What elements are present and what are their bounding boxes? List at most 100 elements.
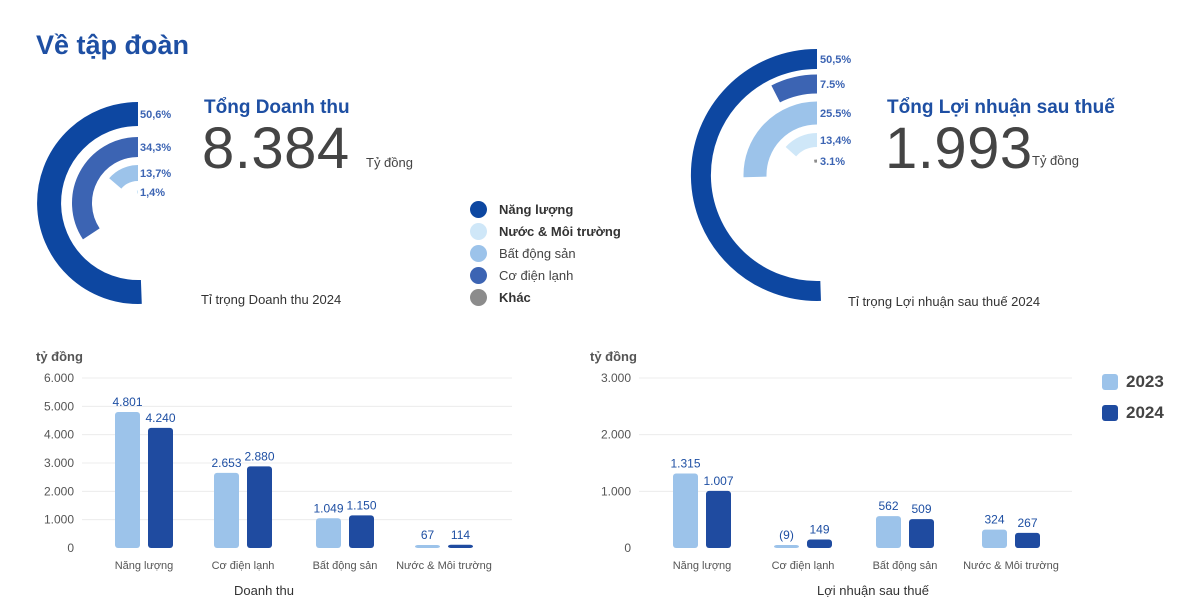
x-tick-label: Năng lượng — [673, 560, 732, 572]
profit-unit: Tỷ đồng — [1032, 153, 1079, 168]
legend-label: Bất động sản — [499, 245, 576, 261]
bar-bat-dong-san-2023 — [316, 518, 341, 548]
x-tick-label: Bất động sản — [313, 560, 378, 572]
bar-nang-luong-2023 — [673, 473, 698, 548]
year-label: 2023 — [1126, 372, 1164, 391]
radial-arc-co-dien-lanh — [771, 74, 818, 103]
legend-swatch-khac — [470, 288, 487, 306]
y-axis-label: tỷ đồng — [590, 349, 637, 364]
y-tick-label: 1.000 — [44, 513, 74, 527]
legend-label: Nước & Môi trường — [499, 223, 621, 239]
y-tick-label: 2.000 — [601, 428, 631, 442]
radial-arc-nuoc-moi-truong — [785, 133, 818, 157]
year-legend-2024: 2024 — [1102, 403, 1164, 423]
bar-co-dien-lanh-2023 — [214, 472, 239, 548]
legend-item-khac: Khác — [470, 288, 531, 306]
revenue-unit: Tỷ đồng — [366, 155, 413, 170]
data-label-co-dien-lanh-2024: 2.880 — [244, 449, 274, 463]
radial-arc-bat-dong-san — [743, 101, 818, 178]
data-label-nuoc-moi-truong-2024: 114 — [451, 528, 470, 542]
legend-item-nang-luong: Năng lượng — [470, 200, 573, 218]
bar-nuoc-moi-truong-2024 — [1015, 532, 1040, 548]
y-tick-label: 0 — [67, 541, 74, 555]
bar-co-dien-lanh-2024 — [807, 539, 832, 548]
year-swatch-2023 — [1102, 374, 1118, 390]
bar-bat-dong-san-2023 — [876, 516, 901, 548]
radial-arc-nang-luong — [690, 49, 821, 301]
x-tick-label: Năng lượng — [115, 560, 174, 572]
radial-label-bat-dong-san: 25.5% — [820, 108, 851, 120]
y-tick-label: 5.000 — [44, 399, 74, 413]
data-label-bat-dong-san-2023: 562 — [878, 499, 898, 513]
bar-nuoc-moi-truong-2023 — [415, 545, 440, 548]
radial-label-bat-dong-san: 13,7% — [140, 168, 171, 180]
legend-item-bat-dong-san: Bất động sản — [470, 244, 576, 262]
legend-swatch-co-dien-lanh — [470, 266, 487, 284]
bar-bat-dong-san-2024 — [349, 515, 374, 548]
y-tick-label: 2.000 — [44, 484, 74, 498]
radial-label-nuoc-moi-truong: 1,4% — [140, 187, 165, 199]
bar-nang-luong-2023 — [115, 411, 140, 548]
x-tick-label: Cơ điện lạnh — [772, 560, 835, 572]
year-legend-2023: 2023 — [1102, 372, 1164, 392]
revenue-radial-chart: 50,6% 34,3% 13,7% 1,4% — [37, 102, 171, 304]
bar-nuoc-moi-truong-2023 — [982, 529, 1007, 548]
x-tick-label: Cơ điện lạnh — [212, 560, 275, 572]
bar-nang-luong-2024 — [706, 490, 731, 548]
data-label-co-dien-lanh-2024: 149 — [809, 523, 829, 537]
legend-swatch-bat-dong-san — [470, 244, 487, 262]
data-label-nuoc-moi-truong-2024: 267 — [1017, 516, 1037, 530]
year-swatch-2024 — [1102, 405, 1118, 421]
profit-share-caption: Tỉ trọng Lợi nhuận sau thuế 2024 — [848, 294, 1041, 309]
x-tick-label: Nước & Môi trường — [396, 560, 492, 572]
bar-bat-dong-san-2024 — [909, 519, 934, 548]
radial-label-khac: 3.1% — [820, 156, 845, 168]
revenue-title: Tổng Doanh thu — [204, 97, 350, 118]
x-tick-label: Nước & Môi trường — [963, 560, 1059, 572]
page-title: Về tập đoàn — [36, 30, 190, 60]
bar-co-dien-lanh-2023 — [774, 545, 799, 548]
radial-arc-co-dien-lanh — [72, 137, 139, 240]
year-label: 2024 — [1126, 403, 1164, 422]
revenue-share-caption: Tỉ trọng Doanh thu 2024 — [201, 292, 342, 307]
bar-nuoc-moi-truong-2024 — [448, 544, 473, 548]
data-label-bat-dong-san-2024: 1.150 — [346, 498, 376, 512]
bar-nang-luong-2024 — [148, 427, 173, 548]
y-tick-label: 6.000 — [44, 371, 74, 385]
y-tick-label: 4.000 — [44, 428, 74, 442]
data-label-co-dien-lanh-2023: 2.653 — [211, 456, 241, 470]
radial-label-nuoc-moi-truong: 13,4% — [820, 135, 851, 147]
profit-title: Tổng Lợi nhuận sau thuế — [887, 97, 1115, 118]
radial-label-co-dien-lanh: 34,3% — [140, 142, 171, 154]
radial-label-nang-luong: 50,6% — [140, 109, 171, 121]
profit-total-value: 1.993 — [885, 116, 1033, 181]
revenue-total-value: 8.384 — [202, 116, 350, 181]
data-label-nang-luong-2024: 4.240 — [145, 411, 175, 425]
legend-label: Năng lượng — [499, 201, 574, 217]
x-axis-label: Doanh thu — [234, 583, 294, 598]
data-label-nang-luong-2023: 1.315 — [670, 456, 700, 470]
legend-swatch-nang-luong — [470, 200, 487, 218]
y-tick-label: 3.000 — [44, 456, 74, 470]
data-label-nang-luong-2024: 1.007 — [703, 474, 733, 488]
data-label-co-dien-lanh-2023: (9) — [779, 528, 794, 542]
profit-radial-chart: 50,5% 7.5% 25.5% 13,4% 3.1% — [690, 49, 851, 301]
data-label-nuoc-moi-truong-2023: 324 — [984, 513, 1004, 527]
revenue-bar-chart: tỷ đồng 0 1.000 2.000 3.000 4.000 5.000 6.000 4.… — [36, 349, 512, 598]
y-axis-label: tỷ đồng — [36, 349, 83, 364]
data-label-bat-dong-san-2024: 509 — [911, 502, 931, 516]
x-tick-label: Bất động sản — [873, 560, 938, 572]
radial-arc-nang-luong — [37, 102, 142, 304]
data-label-nang-luong-2023: 4.801 — [112, 395, 142, 409]
x-axis-label: Lợi nhuận sau thuế — [817, 583, 930, 598]
radial-label-co-dien-lanh: 7.5% — [820, 79, 845, 91]
data-label-nuoc-moi-truong-2023: 67 — [421, 528, 435, 542]
radial-arc-bat-dong-san — [109, 165, 139, 190]
legend-item-co-dien-lanh: Cơ điện lạnh — [470, 266, 573, 284]
legend-item-nuoc-moi-truong: Nước & Môi trường — [470, 222, 621, 240]
legend-label: Cơ điện lạnh — [499, 267, 574, 283]
radial-label-nang-luong: 50,5% — [820, 54, 851, 66]
legend-label: Khác — [499, 289, 531, 305]
y-tick-label: 1.000 — [601, 484, 631, 498]
